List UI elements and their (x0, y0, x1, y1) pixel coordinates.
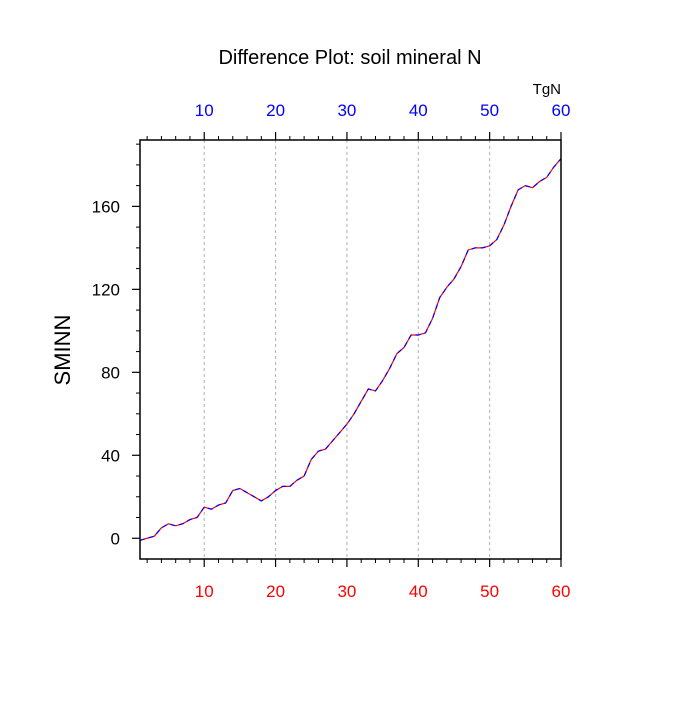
series-line-2 (139, 158, 562, 541)
y-tick-label: 160 (92, 197, 120, 216)
x-tick-label-bottom: 10 (195, 582, 214, 601)
x-tick-label-top: 20 (266, 101, 285, 120)
grid-lines (203, 140, 491, 559)
y-tick-label: 40 (101, 446, 120, 465)
series-layer (139, 158, 562, 541)
x-tick-label-bottom: 40 (409, 582, 428, 601)
x-tick-label-bottom: 60 (552, 582, 571, 601)
chart-title: Difference Plot: soil mineral N (218, 47, 481, 69)
tick-labels: 10 20 30 40 50 60 10 20 30 40 50 60 0 40 80 120 160 (92, 101, 571, 601)
y-tick-label: 120 (92, 280, 120, 299)
plot-frame (139, 139, 562, 560)
x-tick-label-top: 50 (480, 101, 499, 120)
series-line-1 (139, 158, 562, 541)
x-tick-label-bottom: 30 (337, 582, 356, 601)
units-label: TgN (533, 81, 561, 98)
x-tick-label-bottom: 50 (480, 582, 499, 601)
axis-ticks (132, 132, 562, 567)
x-tick-label-top: 60 (552, 101, 571, 120)
x-tick-label-top: 10 (195, 101, 214, 120)
x-tick-label-top: 30 (337, 101, 356, 120)
y-tick-label: 0 (111, 529, 120, 548)
y-tick-label: 80 (101, 363, 120, 382)
y-axis-label: SMINN (50, 315, 75, 386)
x-tick-label-top: 40 (409, 101, 428, 120)
x-tick-label-bottom: 20 (266, 582, 285, 601)
